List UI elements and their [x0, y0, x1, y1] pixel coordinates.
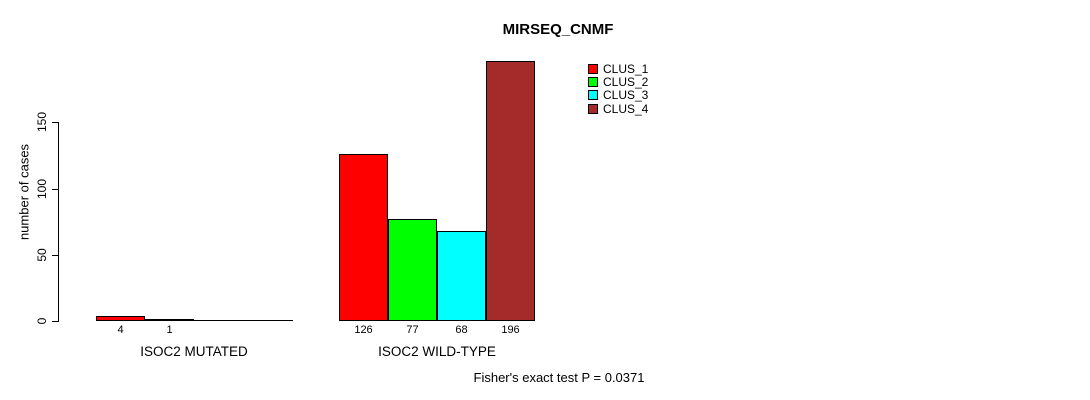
legend-row-clus_2: CLUS_2 — [588, 74, 649, 89]
legend-swatch-clus_2 — [588, 76, 598, 87]
y-axis-tick — [52, 255, 59, 256]
bar-value-label: 1 — [166, 324, 173, 336]
group-label: ISOC2 MUTATED — [140, 344, 248, 359]
bar-value-label: 4 — [117, 324, 124, 336]
y-axis-tick-label: 150 — [35, 111, 49, 133]
group-label: ISOC2 WILD-TYPE — [378, 344, 496, 359]
legend-row-clus_4: CLUS_4 — [588, 101, 649, 116]
bar-value-label: 77 — [406, 324, 419, 336]
legend-label: CLUS_3 — [603, 88, 649, 103]
legend-row-clus_1: CLUS_1 — [588, 61, 649, 76]
bar-value-label: 126 — [354, 324, 373, 336]
y-axis-tick-label: 50 — [35, 248, 49, 262]
bar-clus_2-mutated — [145, 319, 194, 321]
legend-label: CLUS_2 — [603, 74, 649, 89]
legend-label: CLUS_1 — [603, 61, 649, 76]
bar-clus_3-wild-type — [437, 231, 486, 321]
legend-row-clus_3: CLUS_3 — [588, 88, 649, 103]
fisher-test-annotation: Fisher's exact test P = 0.0371 — [473, 370, 645, 385]
chart-title: MIRSEQ_CNMF — [502, 21, 614, 38]
y-axis-tick — [52, 321, 59, 322]
bar-value-label: 68 — [455, 324, 468, 336]
y-axis-tick — [52, 122, 59, 123]
bar-clus_4-wild-type — [486, 61, 535, 321]
legend-swatch-clus_3 — [588, 90, 598, 101]
legend-swatch-clus_1 — [588, 63, 598, 74]
bar-value-label: 196 — [501, 324, 520, 336]
bar-clus_2-wild-type — [388, 219, 437, 321]
y-axis-tick — [52, 189, 59, 190]
y-axis-line — [58, 122, 59, 322]
bar-clus_1-mutated — [96, 316, 145, 321]
bar-clus_1-wild-type — [339, 154, 388, 321]
y-axis-tick-label: 100 — [35, 178, 49, 200]
y-axis-label: number of cases — [16, 143, 32, 241]
legend-label: CLUS_4 — [603, 101, 649, 116]
legend-swatch-clus_4 — [588, 103, 598, 114]
y-axis-tick-label: 0 — [35, 317, 49, 325]
bar-clus_3-zero — [194, 320, 244, 321]
bar-clus_4-zero — [243, 320, 293, 321]
